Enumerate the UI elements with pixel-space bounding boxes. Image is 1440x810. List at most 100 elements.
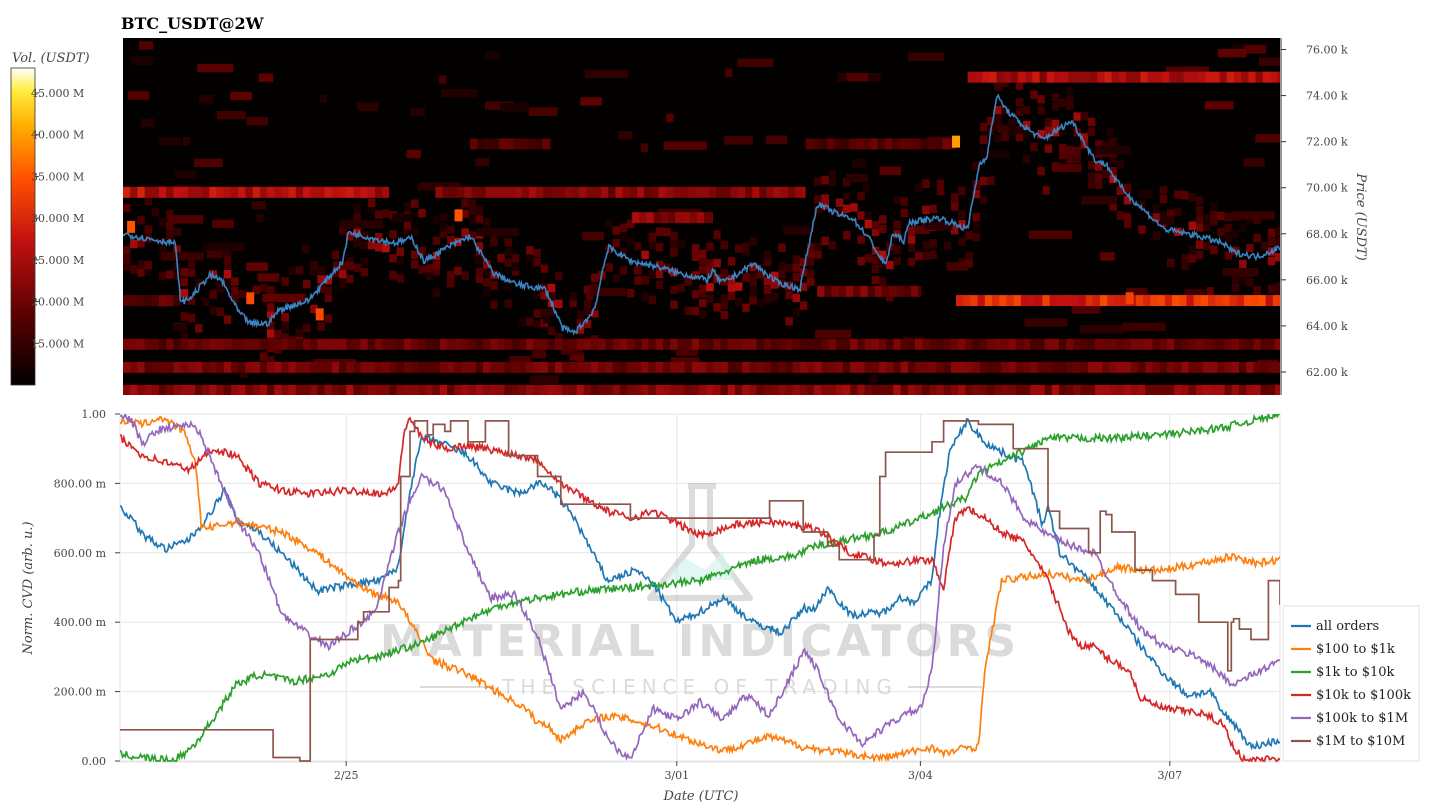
heatmap-band-cell [478,186,487,198]
heatmap-cell [879,250,887,260]
heatmap-band-cell [543,186,551,198]
heatmap-cell [1275,253,1280,262]
heatmap-cell [1116,186,1125,195]
heatmap-band-cell [288,186,297,198]
heatmap-band-cell [591,338,599,350]
heatmap-band-cell [187,384,196,395]
price-tick-label: 70.00 k [1306,182,1348,195]
heatmap-band-cell [1100,295,1108,307]
heatmap-cell [1037,130,1045,139]
heatmap-cell [699,289,707,298]
heatmap-band-cell [958,361,966,373]
heatmap-band-cell [1169,71,1177,83]
heatmap-cell [1138,225,1146,234]
heatmap-band-cell [267,338,275,350]
heatmap-band-cell [583,338,592,350]
heatmap-band-cell [1236,295,1245,307]
heatmap-band-cell [159,361,167,373]
heatmap-band-cell [492,186,501,198]
heatmap-band-cell [507,186,515,198]
cvd-y-tick-label: 0.00 [82,755,107,768]
heatmap-band-cell [670,338,678,350]
heatmap-hotspot [315,308,324,321]
heatmap-cell [1224,223,1233,233]
heatmap-cell [785,281,793,291]
heatmap-band-cell [1109,384,1117,395]
heatmap-cell [1059,150,1067,160]
heatmap-band-cell [1028,295,1036,307]
heatmap-cell [1217,48,1247,58]
heatmap-cell [1044,126,1053,135]
heatmap-cell [140,118,156,128]
heatmap-band-cell [1188,384,1197,395]
heatmap-band-cell [792,338,801,350]
heatmap-cell [1188,254,1197,263]
heatmap-cell [1051,119,1060,129]
heatmap-band-cell [274,384,282,395]
heatmap-cell [1165,66,1209,75]
heatmap-cell [360,240,369,250]
heatmap-band-cell [634,338,642,350]
heatmap-band-cell [137,338,145,350]
heatmap-band-cell [687,186,695,198]
heatmap-band-cell [1172,295,1180,307]
heatmap-cell [209,306,217,315]
heatmap-cell [403,202,412,211]
heatmap-cell [468,206,477,216]
heatmap-cell [1123,184,1132,193]
heatmap-cell [749,236,757,246]
heatmap-cell [474,157,490,167]
heatmap-cell [965,231,973,240]
heatmap-band-cell [615,186,623,198]
heatmap-band-cell [1087,338,1096,350]
heatmap-band-cell [636,186,645,198]
heatmap-cell [504,258,513,267]
heatmap-cell [706,266,714,276]
heatmap-cell [1023,154,1031,164]
heatmap-band-cell [814,338,822,350]
heatmap-band-cell [1061,71,1069,83]
heatmap-cell [561,346,583,355]
heatmap-band-cell [892,138,900,150]
cvd-y-axis-label: Norm. CVD (arb. u.) [21,521,36,655]
heatmap-cell [799,282,808,292]
heatmap-band-cell [252,361,261,373]
heatmap-band-cell [660,212,669,224]
heatmap-cell [1167,209,1175,219]
heatmap-cell [367,240,376,250]
heatmap-band-cell [123,361,131,373]
heatmap-cell [843,230,851,240]
heatmap-band-cell [159,384,167,395]
heatmap-cell [396,274,405,283]
heatmap-cell [310,267,318,277]
price-tick-label: 66.00 k [1306,274,1348,287]
heatmap-band-cell [812,138,821,150]
heatmap-cell [167,215,204,224]
heatmap-cell [432,236,441,245]
heatmap-cell [411,260,419,269]
heatmap-band-cell [1210,361,1218,373]
price-tick-label: 64.00 k [1306,320,1348,333]
heatmap-cell [994,105,1002,115]
heatmap-cell [807,277,815,286]
cvd-y-tick-label: 1.00 [82,408,107,421]
heatmap-band-cell [1157,295,1166,307]
heatmap-band-cell [713,384,721,395]
heatmap-band-cell [1010,71,1019,83]
heatmap-band-cell [180,338,189,350]
heatmap-band-cell [1246,384,1254,395]
heatmap-cell [180,289,189,298]
heatmap-cell [259,352,268,361]
heatmap-cell [691,244,700,253]
heatmap-cell [533,258,541,267]
heatmap-cell [771,271,779,281]
heatmap-band-cell [555,384,563,395]
heatmap-band-cell [663,384,671,395]
heatmap-band-cell [785,384,793,395]
heatmap-band-cell [1080,384,1089,395]
heatmap-cell [288,266,297,275]
heatmap-band-cell [288,361,297,373]
heatmap-cell [670,300,678,309]
heatmap-cell [1210,216,1218,226]
heatmap-band-cell [1239,384,1247,395]
